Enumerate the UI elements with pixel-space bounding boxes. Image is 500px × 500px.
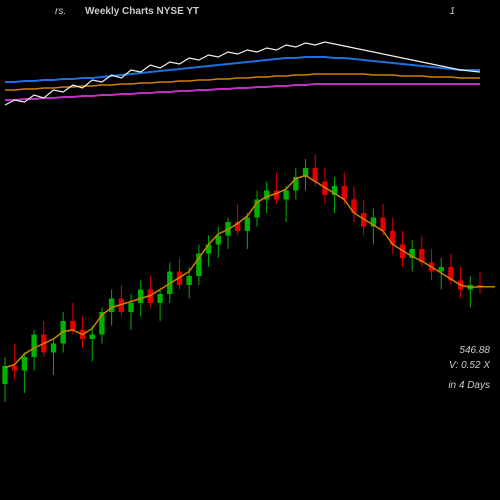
chart-svg <box>0 0 500 500</box>
stock-chart: rs. Weekly Charts NYSE YT 1 546.88 V: 0.… <box>0 0 500 500</box>
